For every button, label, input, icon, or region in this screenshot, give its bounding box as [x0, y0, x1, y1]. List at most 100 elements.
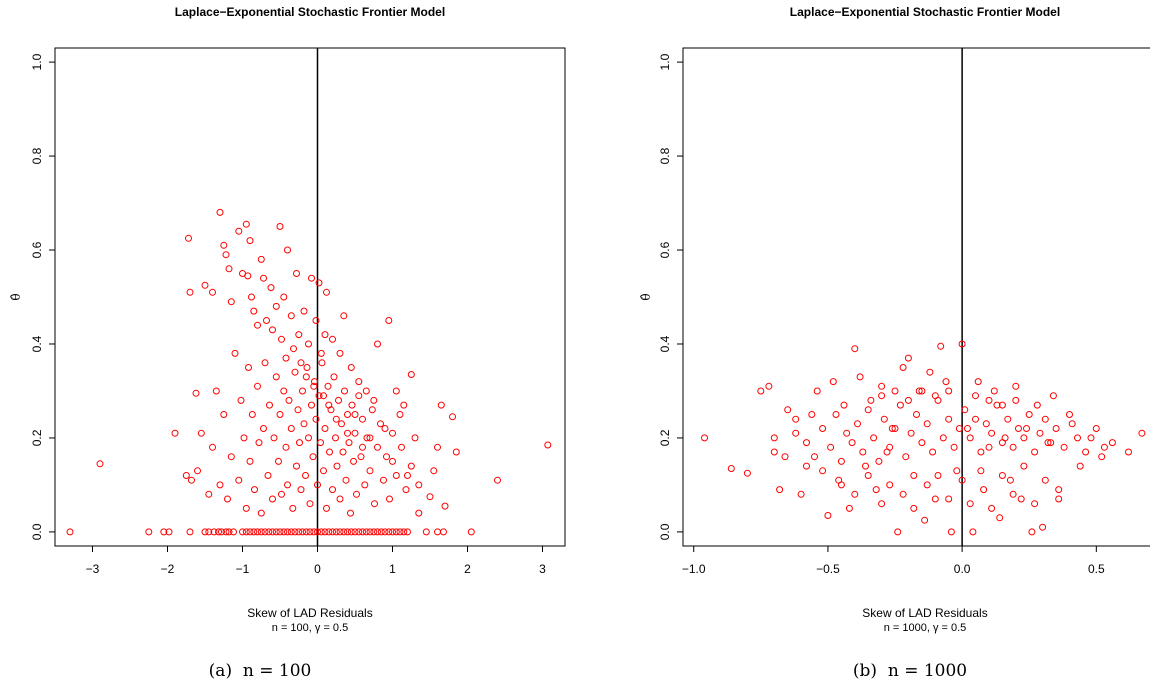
data-point [988, 429, 996, 437]
data-point [347, 364, 355, 371]
data-point [982, 420, 990, 428]
data-point [246, 457, 254, 465]
data-point [899, 364, 907, 371]
data-point [1031, 500, 1039, 508]
data-point [338, 420, 345, 428]
data-point [361, 481, 369, 489]
data-point [966, 500, 974, 508]
data-point [1041, 476, 1049, 484]
data-point [287, 312, 295, 320]
data-point [918, 439, 926, 447]
data-point [336, 528, 344, 536]
data-point [819, 425, 827, 432]
data-point [257, 528, 265, 536]
data-point [351, 411, 359, 418]
data-point [934, 472, 942, 479]
x-tick-label: 2 [464, 562, 471, 576]
data-point [770, 448, 778, 456]
panel-b: Laplace−Exponential Stochastic Frontier … [639, 5, 1150, 681]
data-point [362, 528, 370, 536]
y-tick-label: 0.4 [30, 335, 44, 352]
data-point [260, 425, 267, 432]
data-point [921, 516, 929, 524]
data-point [1100, 443, 1108, 451]
data-point [426, 493, 434, 501]
data-point [205, 490, 213, 498]
data-point [317, 439, 324, 447]
data-point [366, 434, 374, 442]
data-point [235, 227, 243, 235]
data-point [340, 312, 348, 320]
data-point [341, 387, 348, 395]
data-point [209, 443, 216, 451]
data-point [870, 434, 878, 442]
data-point [1006, 476, 1014, 484]
data-point [389, 429, 396, 437]
panel-a-points [66, 208, 552, 536]
data-point [230, 528, 237, 536]
data-point [289, 504, 297, 512]
data-point [1082, 448, 1090, 456]
data-point [251, 486, 258, 494]
data-point [242, 220, 250, 228]
data-point [263, 317, 270, 324]
data-point [404, 528, 411, 536]
data-point [440, 528, 447, 536]
data-point [348, 401, 356, 409]
x-tick-label: −2 [161, 562, 175, 576]
data-point [1004, 415, 1012, 423]
data-point [294, 406, 302, 414]
data-point [310, 528, 318, 536]
data-point [392, 472, 400, 479]
data-point [357, 453, 365, 461]
data-point [248, 293, 255, 301]
data-point [308, 401, 315, 409]
data-point [227, 298, 235, 306]
data-point [380, 476, 387, 484]
data-point [339, 448, 347, 456]
data-point [330, 373, 338, 381]
data-point [272, 302, 280, 310]
x-tick-label: −1 [236, 562, 250, 576]
data-point [254, 382, 261, 390]
x-tick-label: 0.5 [1088, 562, 1105, 576]
x-tick-label: 1 [389, 562, 396, 576]
data-point [293, 462, 300, 470]
panel-b-title: Laplace−Exponential Stochastic Frontier … [790, 5, 1060, 19]
panel-b-points [701, 340, 1146, 536]
data-point [797, 490, 805, 498]
data-point [267, 284, 275, 292]
data-point [335, 396, 342, 404]
data-point [988, 504, 996, 512]
data-point [851, 345, 859, 353]
data-point [242, 504, 250, 512]
data-point [182, 472, 190, 479]
data-point [257, 509, 265, 517]
data-point [336, 349, 344, 357]
data-point [819, 467, 827, 475]
data-point [907, 429, 915, 437]
data-point [878, 392, 886, 400]
data-point [290, 345, 297, 353]
data-point [904, 396, 912, 404]
data-point [282, 443, 290, 451]
data-point [353, 490, 360, 498]
data-point [276, 528, 284, 536]
data-point [225, 528, 233, 536]
panel-b-plot-frame [682, 47, 1150, 547]
panel-b-y-label: θ̂ [639, 293, 653, 300]
data-point [299, 387, 306, 395]
data-point [878, 500, 886, 508]
panel-a-x-sublabel: n = 100, γ = 0.5 [272, 622, 348, 634]
data-point [1020, 434, 1028, 442]
y-tick-label: 0.8 [658, 147, 672, 164]
data-point [347, 528, 355, 536]
data-point [216, 208, 224, 216]
data-point [371, 500, 378, 508]
data-point [875, 457, 883, 465]
data-point [765, 382, 773, 390]
data-point [1108, 439, 1116, 447]
data-point [205, 528, 213, 536]
data-point [1049, 392, 1057, 400]
data-point [1125, 448, 1132, 456]
